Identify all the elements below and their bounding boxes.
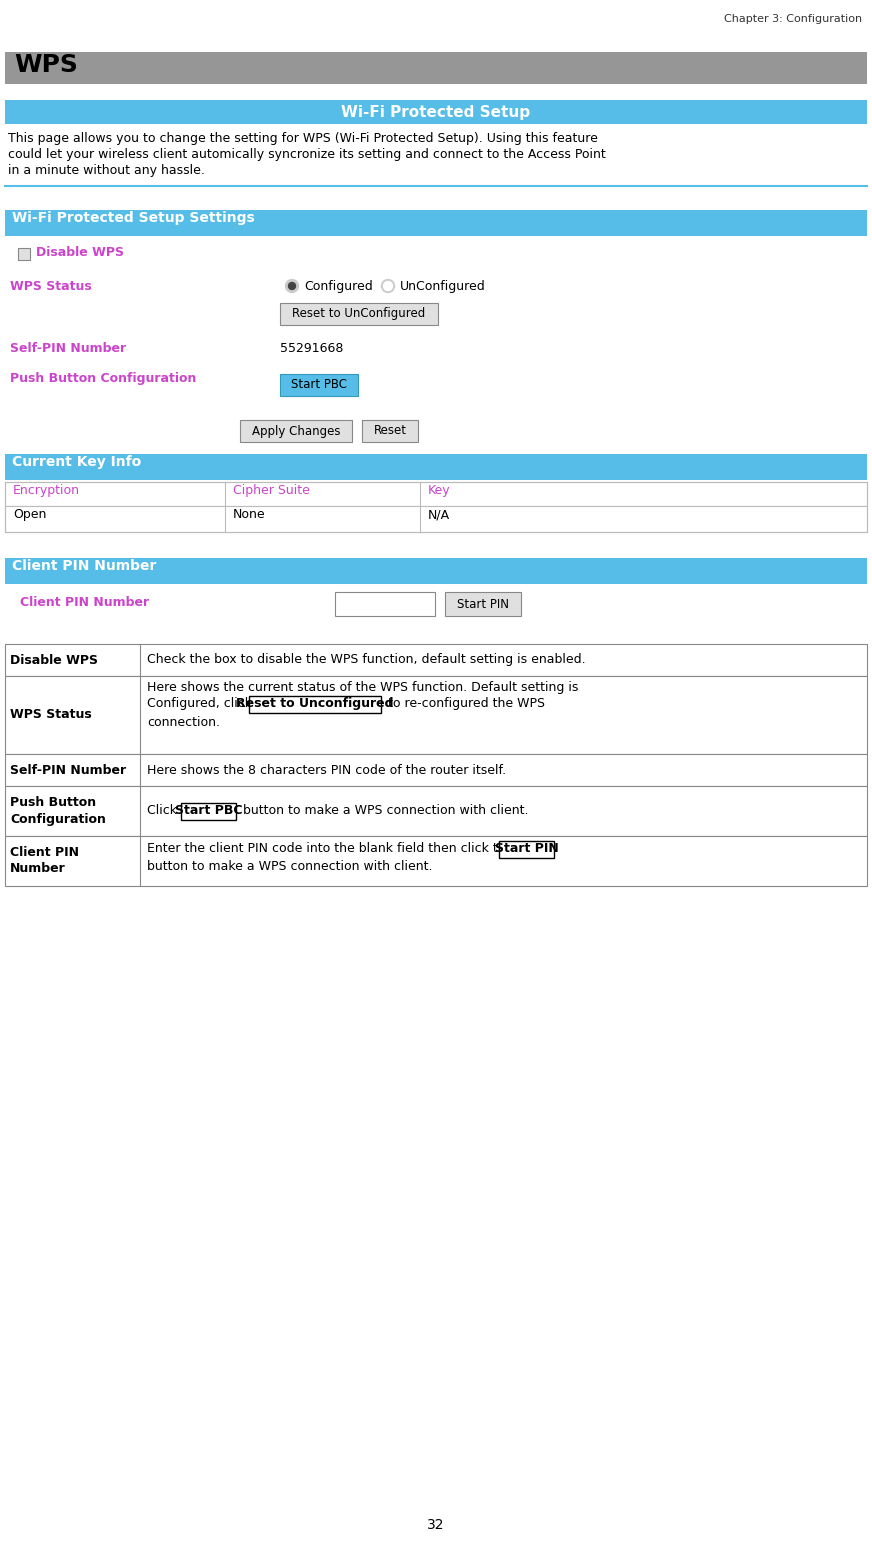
Text: Here shows the current status of the WPS function. Default setting is: Here shows the current status of the WPS… [147, 681, 578, 695]
Text: WPS Status: WPS Status [10, 280, 92, 292]
Text: Reset: Reset [373, 425, 406, 437]
Bar [5, 785, 867, 837]
Bar [362, 420, 418, 442]
Text: Enter the client PIN code into the blank field then click the: Enter the client PIN code into the blank… [147, 843, 517, 855]
Bar [499, 841, 554, 858]
Text: WPS: WPS [14, 53, 78, 78]
Text: None: None [233, 508, 266, 521]
Text: Start PIN: Start PIN [457, 597, 509, 611]
Text: Start PBC: Start PBC [291, 378, 347, 392]
Text: WPS Status: WPS Status [10, 709, 92, 722]
Text: 55291668: 55291668 [280, 342, 344, 355]
Text: Start PIN: Start PIN [494, 843, 558, 855]
Text: Key: Key [428, 484, 451, 498]
Bar [181, 802, 236, 819]
Bar [280, 303, 438, 325]
Bar [5, 100, 867, 124]
Text: N/A: N/A [428, 508, 450, 521]
Text: Chapter 3: Configuration: Chapter 3: Configuration [724, 14, 862, 23]
Text: connection.: connection. [147, 715, 220, 728]
Bar [5, 482, 867, 532]
Text: Client PIN Number: Client PIN Number [20, 596, 149, 610]
Text: Self-PIN Number: Self-PIN Number [10, 764, 126, 776]
Bar [5, 644, 867, 676]
Text: Open: Open [13, 508, 46, 521]
Text: Disable WPS: Disable WPS [36, 246, 124, 260]
Circle shape [384, 281, 392, 291]
Text: Push Button Configuration: Push Button Configuration [10, 372, 196, 386]
Text: Push Button
Configuration: Push Button Configuration [10, 796, 106, 826]
Circle shape [285, 280, 298, 292]
Text: Start PBC: Start PBC [174, 804, 242, 818]
Text: Reset to UnConfigured: Reset to UnConfigured [292, 308, 426, 320]
Bar [445, 592, 521, 616]
Text: Current Key Info: Current Key Info [12, 456, 141, 470]
Text: Wi-Fi Protected Setup: Wi-Fi Protected Setup [342, 104, 530, 120]
Text: Encryption: Encryption [13, 484, 80, 498]
Bar [240, 420, 352, 442]
Text: could let your wireless client automically syncronize its setting and connect to: could let your wireless client automical… [8, 148, 606, 162]
Text: in a minute without any hassle.: in a minute without any hassle. [8, 163, 205, 177]
Circle shape [382, 280, 394, 292]
Text: UnConfigured: UnConfigured [400, 280, 486, 292]
Text: button to make a WPS connection with client.: button to make a WPS connection with cli… [239, 804, 528, 818]
Bar [5, 454, 867, 480]
Text: Click: Click [147, 804, 181, 818]
Text: Client PIN Number: Client PIN Number [12, 558, 156, 572]
Bar [249, 697, 381, 714]
Text: Apply Changes: Apply Changes [252, 425, 340, 437]
Bar [5, 505, 867, 532]
Text: Client PIN
Number: Client PIN Number [10, 846, 79, 875]
Text: Configured: Configured [304, 280, 372, 292]
Text: Self-PIN Number: Self-PIN Number [10, 342, 126, 355]
Text: button to make a WPS connection with client.: button to make a WPS connection with cli… [147, 860, 433, 874]
Text: Wi-Fi Protected Setup Settings: Wi-Fi Protected Setup Settings [12, 211, 255, 225]
Bar [280, 375, 358, 397]
Bar [5, 51, 867, 84]
Text: 32: 32 [427, 1518, 445, 1532]
Text: Reset to Unconfigured: Reset to Unconfigured [236, 698, 394, 711]
Bar [5, 210, 867, 236]
Text: to re-configured the WPS: to re-configured the WPS [384, 698, 545, 711]
Text: This page allows you to change the setting for WPS (Wi-Fi Protected Setup). Usin: This page allows you to change the setti… [8, 132, 598, 145]
Text: Cipher Suite: Cipher Suite [233, 484, 310, 498]
Bar [5, 837, 867, 886]
Circle shape [289, 283, 296, 289]
Bar [18, 247, 30, 260]
Text: Check the box to disable the WPS function, default setting is enabled.: Check the box to disable the WPS functio… [147, 653, 586, 667]
Bar [5, 754, 867, 785]
Bar [5, 482, 867, 505]
Text: Here shows the 8 characters PIN code of the router itself.: Here shows the 8 characters PIN code of … [147, 764, 506, 776]
Text: Configured, click: Configured, click [147, 698, 256, 711]
Bar [5, 558, 867, 585]
Bar [335, 592, 435, 616]
Bar [5, 676, 867, 754]
Text: Disable WPS: Disable WPS [10, 653, 98, 667]
